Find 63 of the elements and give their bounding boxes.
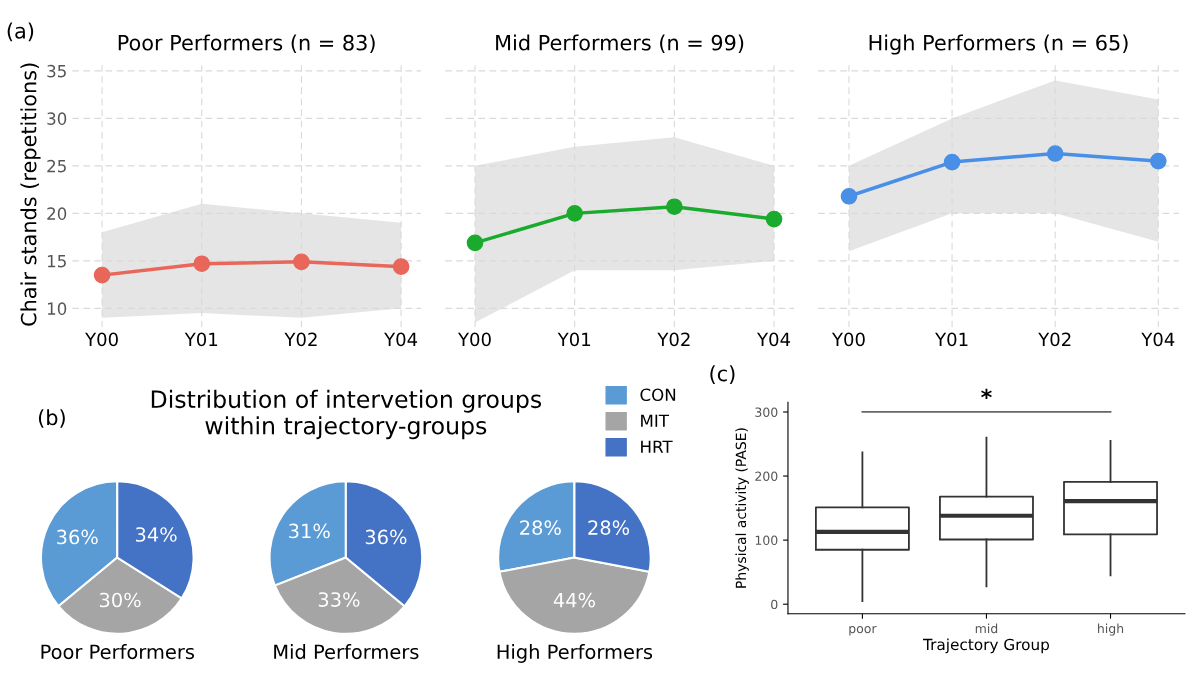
point (943, 153, 961, 171)
data-label: 36% (365, 529, 407, 545)
x-tick-label: Y04 (757, 332, 791, 347)
x-tick-label: Y04 (1141, 332, 1175, 347)
x-tick-label: poor (849, 626, 877, 636)
text: * (981, 388, 992, 399)
chart-title: High Performers (n = 65) (869, 34, 1128, 55)
data-label: 34% (135, 527, 177, 542)
point (840, 187, 858, 205)
point (1046, 145, 1064, 162)
legend-label: MIT (641, 414, 670, 427)
x-tick-label: Y01 (184, 332, 218, 347)
x-tick-label: Y01 (557, 332, 591, 347)
text: Mid Performers (274, 644, 419, 660)
point (293, 253, 310, 271)
data-label: 31% (289, 523, 330, 539)
x-tick-label: Y02 (284, 332, 317, 347)
legend-label: HRT (641, 440, 673, 453)
chart-title: Poor Performers (n = 83) (118, 34, 375, 54)
point (1149, 152, 1167, 170)
point (466, 234, 484, 252)
chart-title: Mid Performers (n = 99) (496, 34, 744, 54)
x-tick-label: Y01 (935, 332, 968, 347)
x-tick-label: Y04 (384, 332, 418, 347)
data-label: 44% (553, 592, 595, 608)
text: Poor Performers (41, 644, 195, 660)
data-label: 28% (520, 520, 561, 535)
legend-label: CON (640, 388, 676, 402)
y-tick-label: 30 (47, 112, 67, 125)
data-label: 36% (57, 529, 98, 545)
y-tick-label: 25 (47, 159, 66, 173)
y-tick-label: 0 (771, 599, 778, 610)
x-tick-label: Y02 (657, 332, 690, 347)
data-label: 28% (588, 520, 630, 535)
y-axis-title: Chair stands (repetitions) (20, 63, 41, 326)
x-tick-label: high (1098, 623, 1124, 636)
x-axis-title: Trajectory Group (923, 638, 1050, 654)
x-tick-label: mid (975, 623, 998, 634)
y-tick-label: 15 (47, 255, 66, 268)
x-tick-label: Y00 (831, 332, 865, 347)
x-tick-label: Y02 (1038, 332, 1071, 347)
x-tick-label: Y00 (85, 332, 118, 347)
text: High Performers (497, 644, 653, 663)
data-label: 33% (318, 592, 360, 607)
text: (a) (7, 22, 34, 42)
point (93, 266, 111, 284)
text: (c) (710, 365, 735, 384)
y-tick-label: 20 (47, 207, 67, 220)
chart-title: Distribution of intervetion groups within trajectory-groups (151, 389, 542, 440)
point (765, 210, 783, 228)
y-tick-label: 300 (755, 407, 778, 417)
x-tick-label: Y00 (457, 332, 491, 347)
y-axis-title: Physical activity (PASE) (735, 428, 749, 588)
point (566, 205, 584, 222)
point (392, 258, 410, 275)
y-tick-label: 200 (755, 471, 778, 481)
y-tick-label: 100 (755, 535, 778, 546)
y-tick-label: 10 (47, 302, 67, 315)
point (666, 198, 683, 216)
data-label: 30% (99, 592, 141, 608)
y-tick-label: 35 (47, 64, 66, 78)
text: (b) (38, 409, 65, 428)
point (193, 255, 211, 273)
